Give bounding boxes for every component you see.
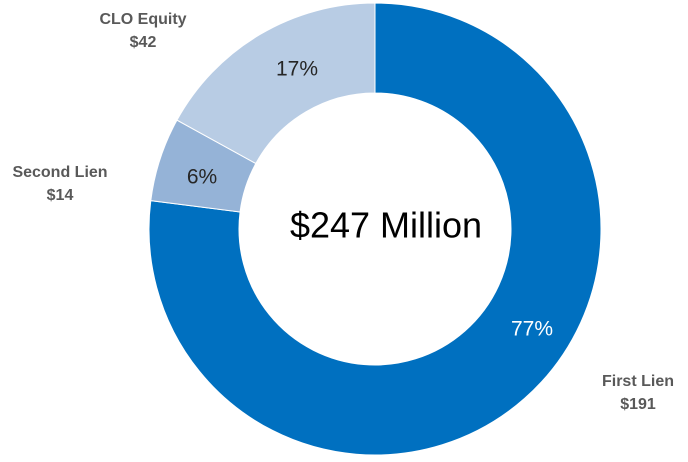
center-label: $247 Million [290,205,482,246]
amount-label: $42 [130,34,157,51]
percent-label: 6% [187,166,217,189]
donut-slice [148,2,602,456]
category-label: Second Lien [12,164,107,181]
category-label: CLO Equity [99,11,186,28]
category-label: First Lien [602,373,674,390]
percent-label: 77% [511,318,553,341]
amount-label: $14 [47,187,74,204]
amount-label: $191 [620,396,656,413]
percent-label: 17% [276,58,318,81]
donut-slice [176,2,376,165]
